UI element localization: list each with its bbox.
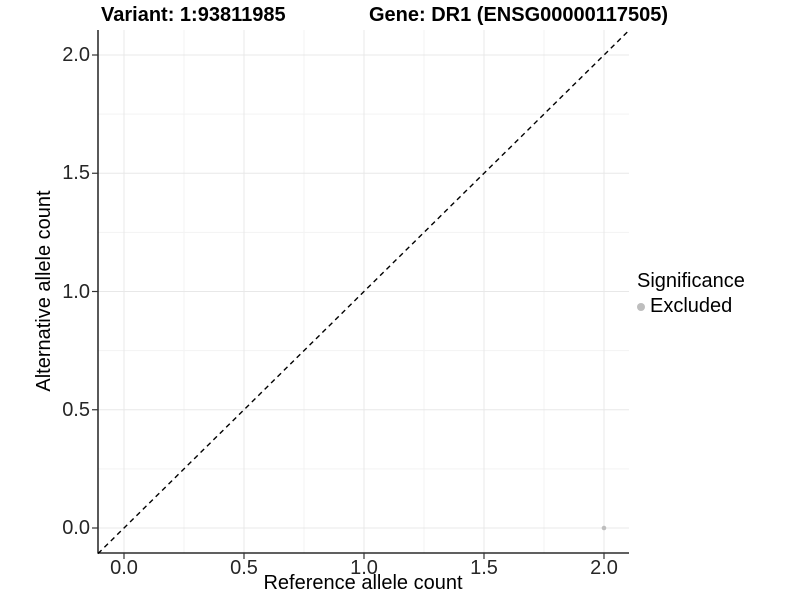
y-tick-label: 2.0	[62, 44, 90, 66]
plot-title-gene: Gene: DR1 (ENSG00000117505)	[369, 4, 669, 26]
legend-entries: Excluded	[637, 295, 745, 318]
identity-dashed-line	[97, 29, 630, 555]
x-tick-label: 2.0	[590, 557, 618, 579]
legend-entry: Excluded	[637, 295, 745, 318]
legend-title: Significance	[637, 270, 745, 292]
plot-title-variant: Variant: 1:93811985	[101, 4, 286, 26]
legend-entry-label: Excluded	[650, 295, 733, 317]
data-points-layer	[601, 525, 607, 531]
y-tick-label: 1.0	[62, 280, 90, 303]
legend-point-icon	[637, 302, 645, 311]
x-axis-title: Reference allele count	[263, 572, 463, 594]
y-axis-title: Alternative allele count	[33, 190, 55, 392]
y-tick-label: 1.5	[62, 162, 90, 185]
y-tick-label: 0.5	[62, 398, 90, 421]
y-tick-label: 0.0	[62, 517, 90, 539]
x-tick-label: 1.0	[350, 557, 378, 579]
identity-line	[97, 29, 630, 555]
axes-layer	[92, 30, 629, 559]
x-tick-label: 0.5	[230, 557, 258, 579]
legend: Significance Excluded	[637, 270, 745, 318]
x-tick-label: 0.0	[110, 557, 138, 579]
data-point	[601, 525, 607, 531]
x-tick-label: 1.5	[470, 557, 498, 579]
